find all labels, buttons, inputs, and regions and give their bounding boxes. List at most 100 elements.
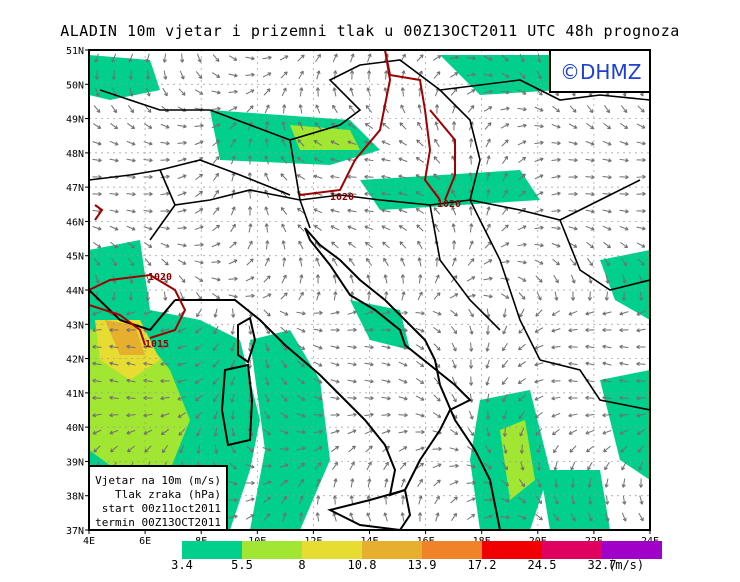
wind-arrow bbox=[213, 427, 218, 437]
wind-arrow bbox=[534, 225, 544, 230]
lat-tick-label: 51N bbox=[66, 46, 84, 57]
wind-arrow bbox=[95, 274, 100, 284]
colorbar-swatch bbox=[422, 541, 482, 559]
wind-arrow bbox=[500, 123, 510, 129]
wind-arrow bbox=[534, 259, 544, 265]
wind-arrow bbox=[466, 89, 476, 95]
wind-arrow bbox=[160, 157, 170, 163]
wind-arrow bbox=[501, 54, 509, 62]
wind-arrow bbox=[245, 497, 255, 502]
wind-arrow bbox=[315, 104, 321, 114]
wind-arrow bbox=[347, 122, 356, 129]
wind-arrow bbox=[297, 377, 306, 385]
wind-arrow bbox=[178, 88, 186, 96]
wind-fill-5.5 bbox=[290, 125, 360, 150]
wind-arrow bbox=[264, 172, 270, 182]
wind-arrow bbox=[449, 463, 459, 468]
lat-tick-label: 47N bbox=[66, 183, 84, 194]
wind-arrow bbox=[313, 396, 323, 401]
wind-arrow bbox=[126, 395, 136, 400]
wind-arrow bbox=[535, 513, 543, 521]
wind-arrow bbox=[433, 207, 441, 215]
wind-arrow bbox=[416, 378, 425, 385]
wind-arrow bbox=[349, 53, 355, 63]
wind-arrow bbox=[281, 87, 287, 97]
wind-arrow bbox=[568, 429, 578, 435]
wind-arrow bbox=[587, 291, 592, 301]
wind-arrow bbox=[517, 361, 527, 367]
wind-arrow bbox=[468, 308, 474, 318]
wind-arrow bbox=[228, 480, 238, 486]
wind-arrow bbox=[296, 327, 306, 333]
wind-arrow bbox=[500, 293, 510, 299]
colorbar-label: 8 bbox=[298, 558, 305, 572]
wind-arrow bbox=[143, 209, 153, 214]
lat-tick-label: 44N bbox=[66, 286, 84, 297]
wind-arrow bbox=[92, 328, 102, 333]
wind-arrow bbox=[500, 259, 510, 264]
wind-arrow bbox=[468, 410, 474, 420]
wind-arrow bbox=[297, 54, 305, 62]
wind-arrow bbox=[381, 396, 391, 401]
wind-arrow bbox=[432, 463, 442, 469]
wind-arrow bbox=[519, 308, 525, 318]
wind-arrow bbox=[313, 157, 323, 163]
wind-arrow bbox=[263, 428, 271, 436]
wind-arrow bbox=[502, 325, 508, 335]
wind-arrow bbox=[333, 291, 338, 301]
wind-arrow bbox=[398, 429, 408, 434]
wind-arrow bbox=[364, 225, 374, 231]
wind-arrow bbox=[415, 208, 425, 214]
wind-arrow bbox=[366, 461, 372, 471]
wind-arrow bbox=[263, 411, 271, 420]
wind-arrow bbox=[348, 104, 356, 113]
wind-arrow bbox=[432, 55, 442, 61]
wind-arrow bbox=[518, 496, 527, 504]
wind-arrow bbox=[416, 54, 424, 62]
wind-arrow bbox=[161, 445, 169, 454]
wind-arrow bbox=[537, 53, 542, 63]
wind-arrow bbox=[636, 328, 646, 333]
wind-arrow bbox=[551, 242, 561, 248]
wind-arrow bbox=[517, 260, 527, 265]
wind-arrow bbox=[126, 140, 136, 146]
wind-arrow bbox=[213, 325, 219, 335]
wind-arrow bbox=[400, 512, 405, 522]
wind-arrow bbox=[230, 138, 236, 148]
wind-arrow bbox=[195, 190, 204, 198]
wind-arrow bbox=[585, 311, 595, 316]
wind-arrow bbox=[211, 277, 221, 282]
wind-arrow bbox=[398, 208, 408, 214]
lat-tick-label: 37N bbox=[66, 526, 84, 537]
wind-arrow bbox=[517, 343, 526, 351]
lat-tick-label: 39N bbox=[66, 457, 84, 468]
wind-arrow bbox=[315, 53, 322, 63]
wind-arrow bbox=[160, 174, 170, 179]
wind-arrow bbox=[638, 512, 644, 522]
wind-arrow bbox=[92, 378, 102, 383]
wind-arrow bbox=[485, 410, 491, 420]
wind-arrow bbox=[398, 157, 408, 163]
wind-arrow bbox=[264, 155, 269, 165]
wind-arrow bbox=[128, 257, 135, 267]
wind-arrow bbox=[517, 225, 527, 231]
wind-arrow bbox=[298, 291, 304, 301]
wind-arrow bbox=[281, 223, 287, 233]
wind-arrow bbox=[602, 378, 612, 383]
wind-arrow bbox=[330, 174, 340, 179]
wind-arrow bbox=[415, 429, 425, 435]
wind-arrow bbox=[486, 155, 491, 165]
wind-arrow bbox=[313, 378, 323, 384]
wind-arrow bbox=[500, 90, 510, 95]
wind-arrow bbox=[571, 495, 576, 505]
wind-arrow bbox=[469, 325, 474, 335]
wind-arrow bbox=[282, 104, 287, 114]
wind-arrow bbox=[349, 274, 354, 284]
wind-arrow bbox=[245, 56, 255, 61]
wind-arrow bbox=[619, 395, 629, 400]
wind-arrow bbox=[466, 464, 476, 469]
wind-arrow bbox=[569, 258, 577, 266]
wind-arrow bbox=[551, 345, 561, 350]
wind-arrow bbox=[570, 291, 576, 301]
wind-arrow bbox=[586, 105, 594, 114]
